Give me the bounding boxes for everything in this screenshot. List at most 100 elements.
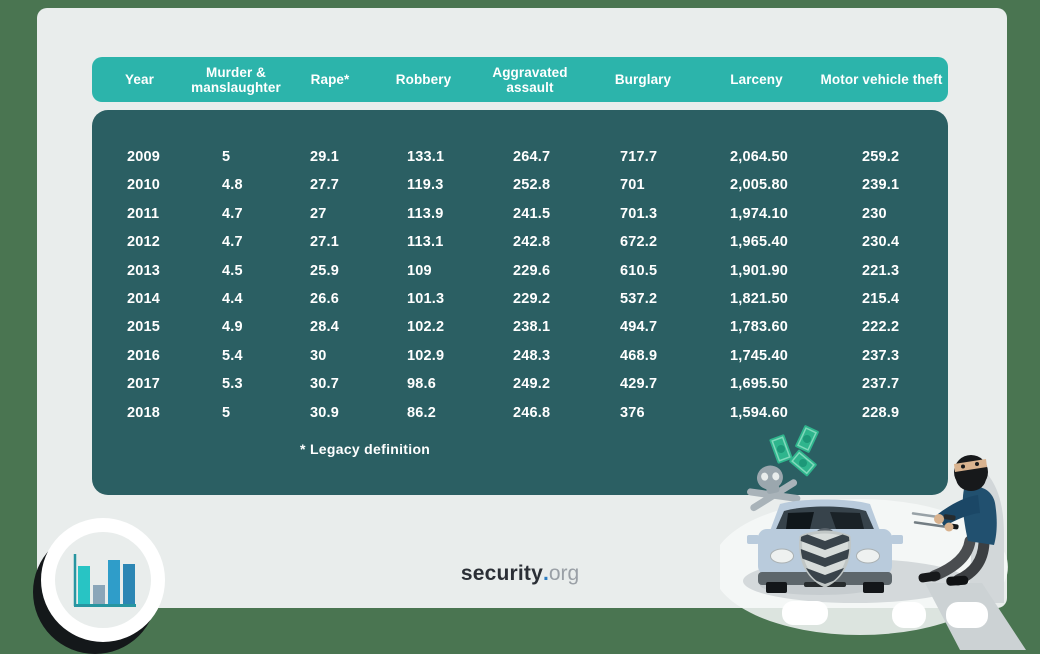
table-cell: 4.5 <box>222 262 243 279</box>
table-cell: 1,783.60 <box>730 319 789 336</box>
table-cell: 5 <box>222 404 231 421</box>
table-cell: 4.7 <box>222 205 243 222</box>
table-cell: 237.3 <box>862 347 900 364</box>
table-cell: 221.3 <box>862 262 900 279</box>
table-cell: 28.4 <box>310 319 340 336</box>
column-header: Rape* <box>310 72 350 87</box>
table-cell: 2017 <box>127 376 161 393</box>
table-cell: 2,005.80 <box>730 177 789 194</box>
table-cell: 119.3 <box>407 177 444 194</box>
table-cell: 27 <box>310 205 327 222</box>
table-cell: 238.1 <box>513 319 551 336</box>
badge-inner-circle <box>55 532 151 628</box>
table-cell: 29.1 <box>310 149 340 165</box>
table-row: 2017 5.3 30.7 98.6 249.2 429.7 1,695.50 237.7 <box>92 370 948 398</box>
table-cell: 4.9 <box>222 319 243 336</box>
table-cell: 1,974.10 <box>730 205 789 222</box>
table-cell: 86.2 <box>407 404 437 421</box>
table-cell: 230.4 <box>862 234 900 251</box>
table-cell: 241.5 <box>513 205 551 222</box>
table-cell: 229.2 <box>513 290 551 307</box>
table-cell: 229.6 <box>513 262 551 279</box>
table-cell: 246.8 <box>513 404 551 421</box>
bar-chart-icon <box>73 554 136 607</box>
table-cell: 102.2 <box>407 319 445 336</box>
table-cell: 1,745.40 <box>730 347 789 364</box>
column-header: Murder & manslaughter <box>191 64 281 95</box>
table-row: 2012 4.7 27.1 113.1 242.8 672.2 1,965.40 230.4 <box>92 228 948 256</box>
table-cell: 228.9 <box>862 404 900 421</box>
table-cell: 2,064.50 <box>730 149 789 165</box>
table-cell: 4.4 <box>222 290 243 307</box>
table-cell: 242.8 <box>513 234 551 251</box>
table-cell: 30.9 <box>310 404 340 421</box>
table-cell: 249.2 <box>513 376 551 393</box>
table-cell: 30 <box>310 347 327 364</box>
brand-dot: . <box>542 562 549 585</box>
table-row: 2013 4.5 25.9 109 229.6 610.5 1,901.90 221.3 <box>92 257 948 285</box>
table-cell: 1,965.40 <box>730 234 789 251</box>
table-cell: 2011 <box>127 205 160 222</box>
table-cell: 2016 <box>127 347 161 364</box>
table-cell: 5.3 <box>222 376 243 393</box>
table-cell: 1,821.50 <box>730 290 789 307</box>
table-cell: 239.1 <box>862 177 900 194</box>
table-cell: 672.2 <box>620 234 658 251</box>
table-cell: 252.8 <box>513 177 551 194</box>
table-cell: 248.3 <box>513 347 551 364</box>
table-cell: 26.6 <box>310 290 340 307</box>
legacy-definition-footnote: * Legacy definition <box>300 441 431 457</box>
table-cell: 2014 <box>127 290 161 307</box>
table-row: 2010 4.8 27.7 119.3 252.8 701 2,005.80 239.1 <box>92 171 948 199</box>
table-cell: 1,594.60 <box>730 404 789 421</box>
table-cell: 30.7 <box>310 376 340 393</box>
table-cell: 2015 <box>127 319 161 336</box>
table-cell: 113.1 <box>407 234 444 251</box>
table-cell: 27.7 <box>310 177 340 194</box>
bar-chart-badge <box>33 518 165 654</box>
table-row: 2011 4.7 27 113.9 241.5 701.3 1,974.10 230 <box>92 200 948 228</box>
table-cell: 701.3 <box>620 205 658 222</box>
table-cell: 429.7 <box>620 376 658 393</box>
column-header: Larceny <box>730 72 783 87</box>
table-cell: 1,901.90 <box>730 262 789 279</box>
table-cell: 98.6 <box>407 376 437 393</box>
table-cell: 2018 <box>127 404 161 421</box>
table-cell: 2010 <box>127 177 161 194</box>
table-header-row: Year Murder & manslaughter Rape* Robbery Agg… <box>92 57 948 102</box>
table-rows: 2009 5 29.1 133.1 264.7 717.7 2,064.50 259.2 201… <box>92 143 948 427</box>
table-cell: 4.8 <box>222 177 243 194</box>
table-row: 2016 5.4 30 102.9 248.3 468.9 1,745.40 237.3 <box>92 342 948 370</box>
table-cell: 113.9 <box>407 205 444 222</box>
table-cell: 2013 <box>127 262 161 279</box>
table-cell: 101.3 <box>407 290 445 307</box>
table-cell: 109 <box>407 262 432 279</box>
table-cell: 215.4 <box>862 290 900 307</box>
table-row: 2018 5 30.9 86.2 246.8 376 1,594.60 228.9 <box>92 399 948 427</box>
table-cell: 27.1 <box>310 234 340 251</box>
column-header: Robbery <box>395 72 452 87</box>
table-cell: 25.9 <box>310 262 340 279</box>
brand-security-text: security <box>460 562 543 585</box>
table-cell: 610.5 <box>620 262 658 279</box>
table-row: 2009 5 29.1 133.1 264.7 717.7 2,064.50 259.2 <box>92 143 948 171</box>
table-row: 2014 4.4 26.6 101.3 229.2 537.2 1,821.50 215.4 <box>92 285 948 313</box>
table-cell: 264.7 <box>513 149 551 165</box>
table-cell: 222.2 <box>862 319 900 336</box>
table-cell: 133.1 <box>407 149 445 165</box>
brand-logo: security.org <box>0 562 1040 586</box>
table-cell: 376 <box>620 404 645 421</box>
brand-org-text: org <box>548 562 580 585</box>
table-cell: 230 <box>862 205 887 222</box>
table-cell: 2009 <box>127 149 161 165</box>
column-header: Aggravated assault <box>492 64 568 95</box>
table-cell: 701 <box>620 177 645 194</box>
table-cell: 5 <box>222 149 231 165</box>
table-cell: 5.4 <box>222 347 243 364</box>
table-cell: 102.9 <box>407 347 445 364</box>
table-cell: 468.9 <box>620 347 658 364</box>
table-panel: 2009 5 29.1 133.1 264.7 717.7 2,064.50 259.2 201… <box>92 110 948 495</box>
table-cell: 2012 <box>127 234 161 251</box>
column-header: Burglary <box>614 72 672 87</box>
